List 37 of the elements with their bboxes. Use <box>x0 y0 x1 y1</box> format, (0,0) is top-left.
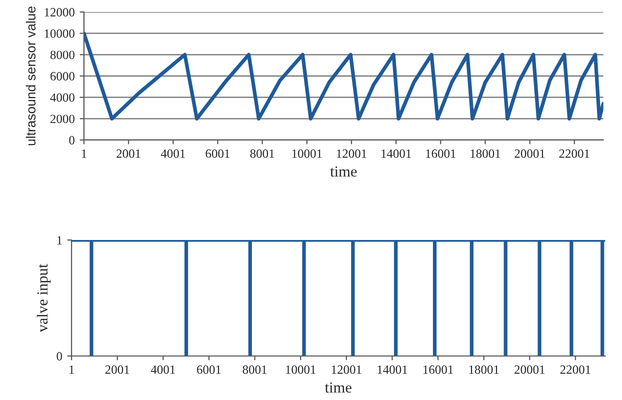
x-axis-title: time <box>324 382 352 393</box>
x-tick-label: 12001 <box>332 365 362 374</box>
x-tick-label: 16001 <box>426 149 456 158</box>
y-tick-label: 10000 <box>44 29 74 38</box>
y-tick-label: 0 <box>56 352 62 360</box>
x-tick-label: 2001 <box>105 365 130 374</box>
y-tick-label: 6000 <box>50 72 74 80</box>
x-tick-label: 22001 <box>559 149 590 158</box>
x-tick-label: 8001 <box>242 365 267 374</box>
x-tick-label: 20001 <box>514 365 545 374</box>
x-tick-label: 6001 <box>197 365 221 374</box>
y-tick-label: 8000 <box>50 50 74 60</box>
x-tick-label: 8001 <box>250 149 274 158</box>
x-tick-label: 16001 <box>423 365 453 374</box>
x-tick-label: 12001 <box>336 149 366 158</box>
x-axis-title: time <box>330 166 357 177</box>
x-tick-label: 10001 <box>286 365 316 374</box>
y-tick-label: 12000 <box>44 8 74 16</box>
y-tick-label: 2000 <box>50 114 74 124</box>
x-tick-label: 18001 <box>469 365 499 374</box>
y-tick-label: 1 <box>57 236 62 244</box>
x-tick-label: 14001 <box>378 365 408 374</box>
x-tick-label: 20001 <box>514 149 545 158</box>
y-axis-title: valve input <box>36 264 51 332</box>
y-tick-label: 0 <box>69 136 74 144</box>
line-series <box>84 32 604 120</box>
x-tick-label: 10001 <box>292 149 322 158</box>
x-tick-label: 1 <box>82 149 86 158</box>
x-tick-label: 14001 <box>382 149 411 158</box>
x-tick-label: 2001 <box>116 149 140 158</box>
x-tick-label: 4001 <box>160 149 185 158</box>
x-tick-label: 4001 <box>150 365 175 374</box>
x-tick-label: 22001 <box>560 365 590 374</box>
x-tick-label: 18001 <box>470 149 500 158</box>
y-axis-title: ultrasound sensor value <box>26 6 36 146</box>
y-tick-label: 4000 <box>50 93 74 102</box>
x-tick-label: 6001 <box>206 149 230 158</box>
